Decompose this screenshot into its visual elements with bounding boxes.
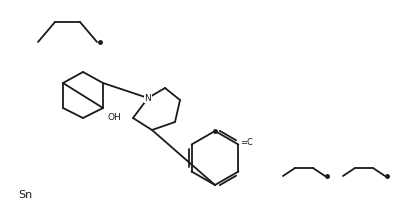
Text: =C: =C [240, 138, 253, 147]
Text: N: N [144, 93, 151, 103]
Text: OH: OH [108, 114, 122, 123]
Text: Sn: Sn [18, 190, 32, 200]
